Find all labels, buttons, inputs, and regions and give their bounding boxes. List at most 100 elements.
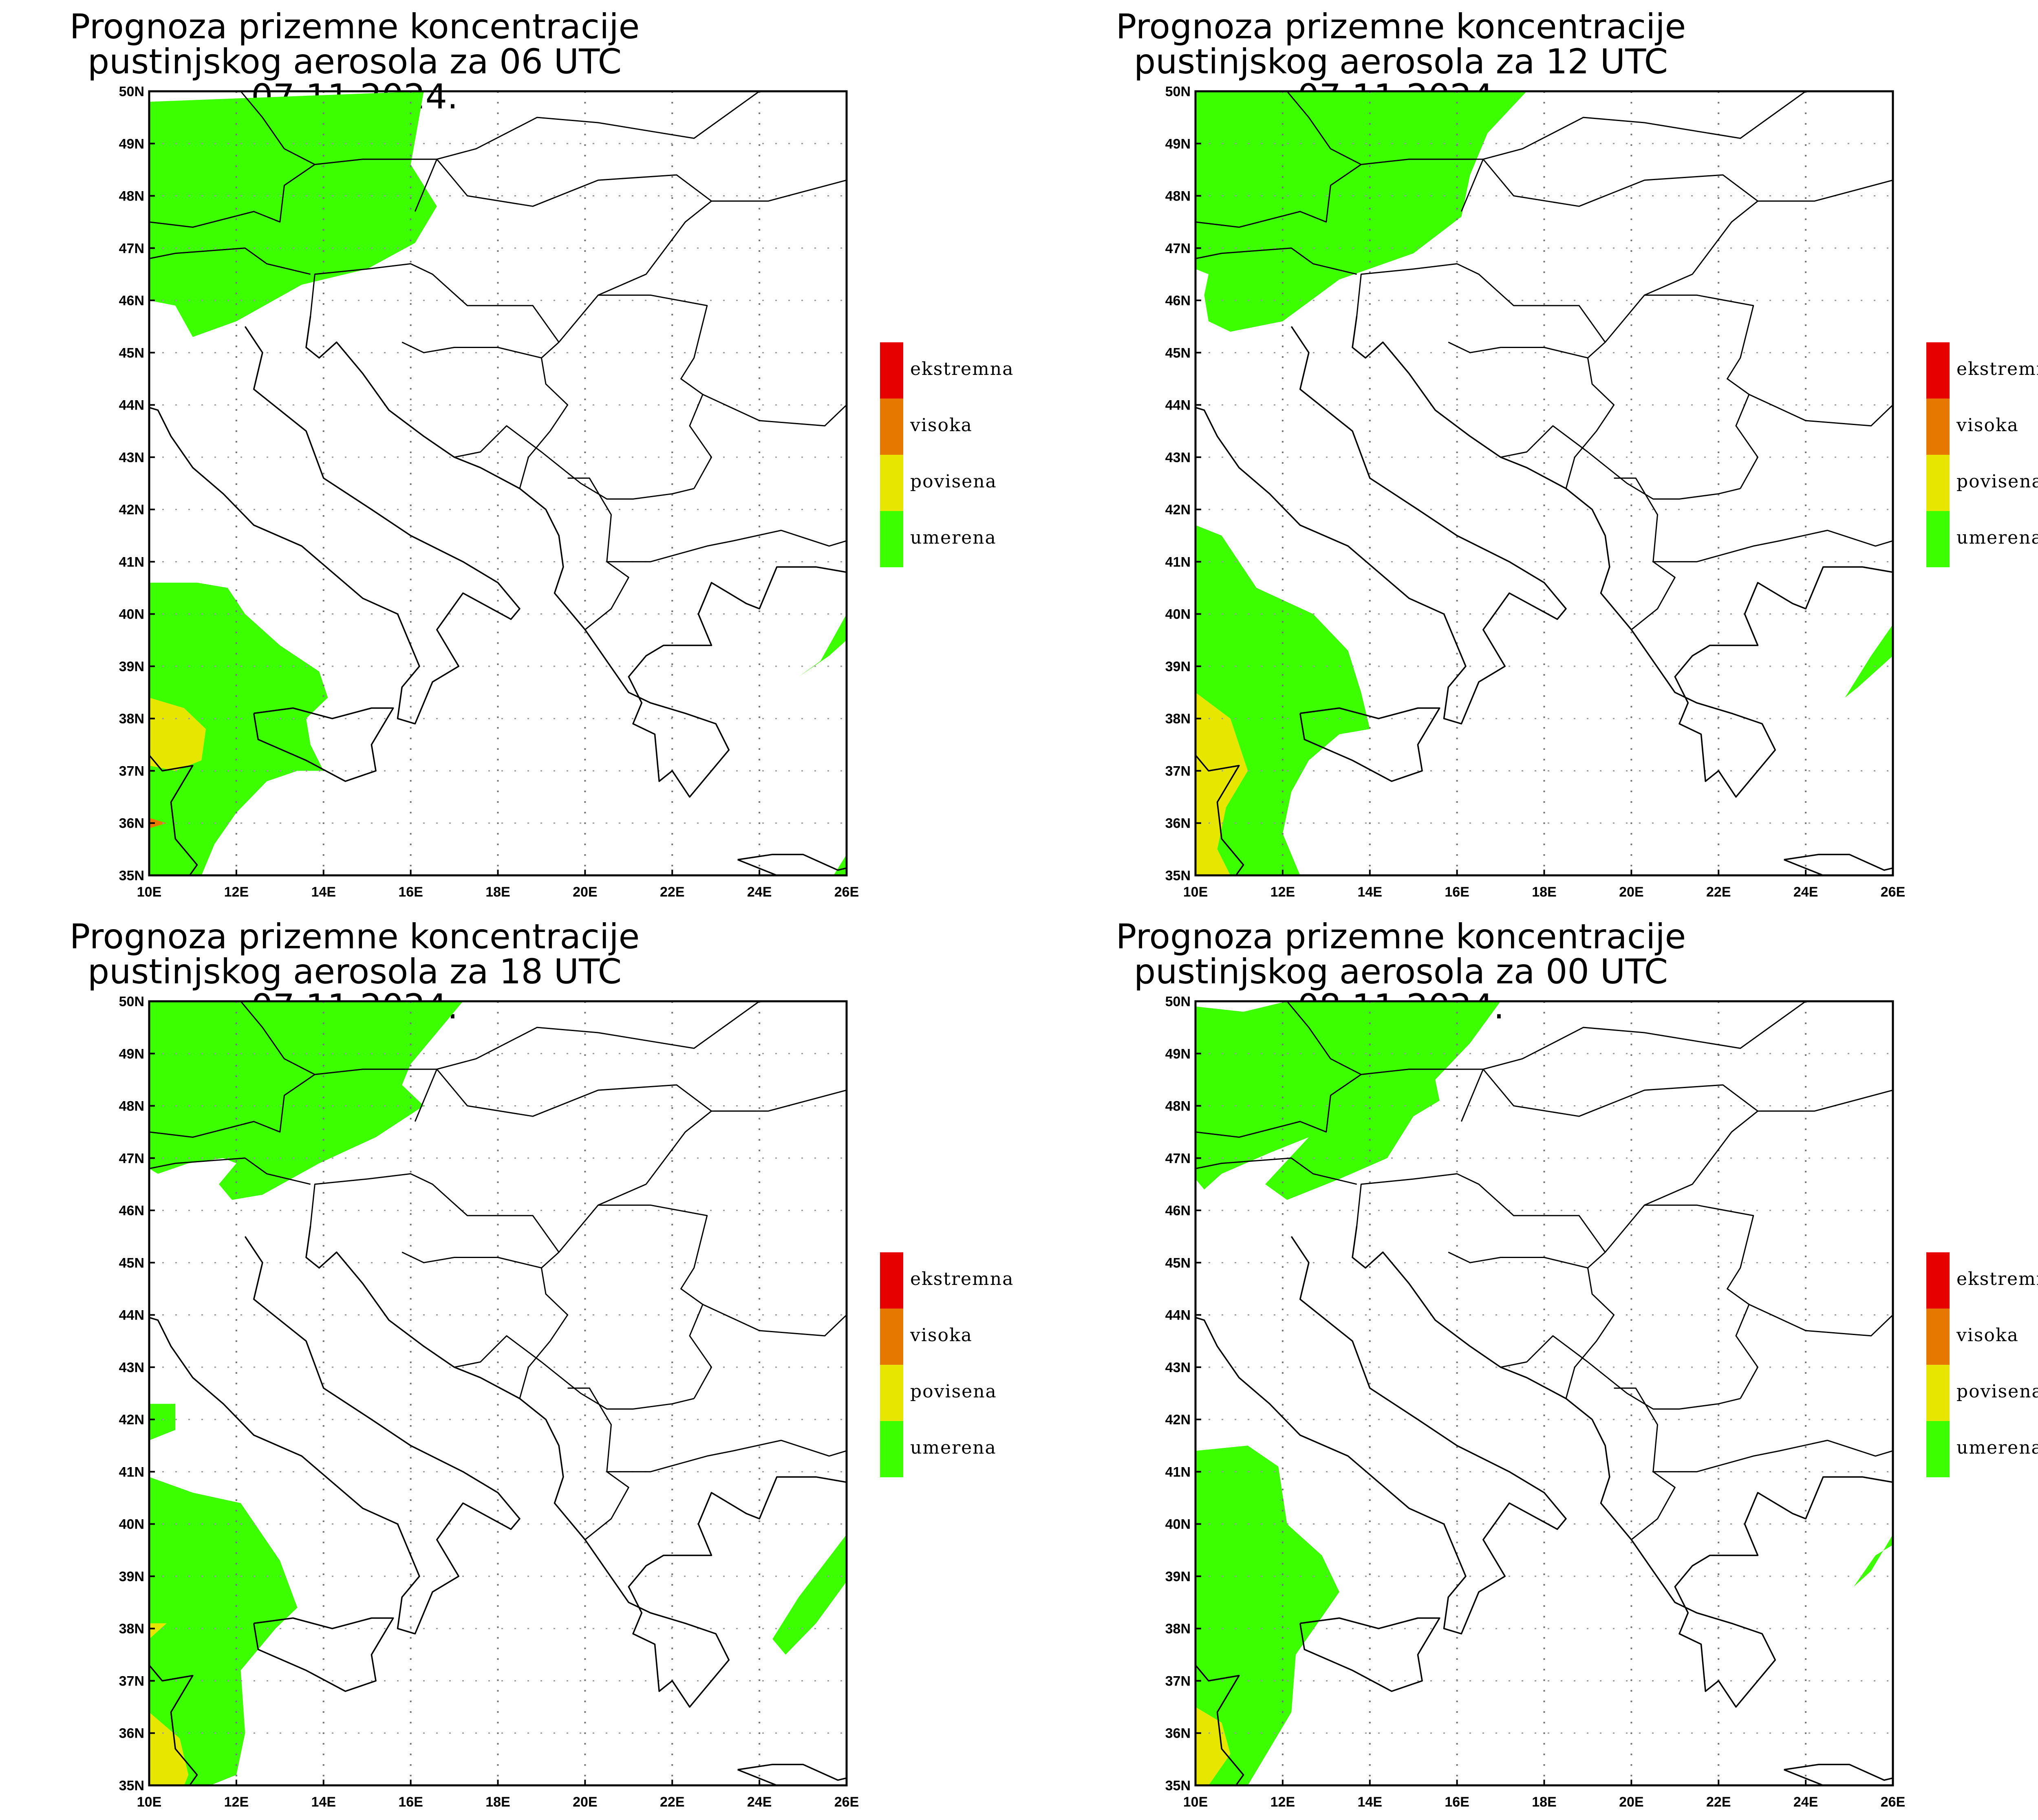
lat-tick-label: 35N xyxy=(1165,1778,1191,1794)
legend-item-umerena: umerena xyxy=(880,511,1092,567)
legend-item-umerena: umerena xyxy=(880,1421,1092,1477)
lat-tick-label: 43N xyxy=(1165,1360,1191,1375)
lat-tick-label: 42N xyxy=(119,502,144,518)
legend-swatch xyxy=(1926,455,1950,511)
title-line-1: Prognoza prizemne koncentracije xyxy=(69,917,640,956)
country-border xyxy=(1758,179,1893,202)
country-border xyxy=(558,294,712,489)
country-border xyxy=(454,425,542,458)
legend-swatch xyxy=(880,399,903,455)
lat-tick-label: 49N xyxy=(119,136,144,152)
coastline xyxy=(1784,1763,1893,1785)
legend-item-visoka: visoka xyxy=(880,399,1092,455)
country-border xyxy=(567,477,629,630)
legend-item-povisena: povisena xyxy=(1926,1365,2038,1421)
coastline xyxy=(149,1236,521,1635)
coastline xyxy=(305,1226,847,1708)
lat-tick-label: 39N xyxy=(1165,659,1191,674)
legend-swatch xyxy=(880,455,903,511)
aerosol-area-umerena xyxy=(1853,1534,1893,1587)
legend-swatch xyxy=(880,342,903,399)
country-border xyxy=(401,1252,542,1269)
lon-tick-label: 26E xyxy=(834,1794,859,1810)
country-border xyxy=(149,164,315,228)
lat-tick-label: 46N xyxy=(1165,293,1191,308)
legend-item-povisena: povisena xyxy=(880,1365,1092,1421)
lon-tick-label: 18E xyxy=(1532,884,1557,900)
aerosol-area-umerena xyxy=(1845,624,1893,698)
lat-tick-label: 48N xyxy=(119,189,144,204)
lat-tick-label: 37N xyxy=(119,1673,144,1689)
lat-tick-label: 49N xyxy=(1165,1046,1191,1062)
country-border xyxy=(1605,294,1758,489)
lat-tick-label: 40N xyxy=(1165,1517,1191,1532)
lon-tick-label: 14E xyxy=(311,1794,336,1810)
aerosol-area-umerena xyxy=(833,854,847,875)
plot-area xyxy=(149,1001,847,1785)
country-border xyxy=(1195,164,1362,228)
legend-label: povisena xyxy=(1956,1381,2038,1402)
legend-item-visoka: visoka xyxy=(1926,399,2038,455)
country-border xyxy=(284,91,760,165)
lon-tick-label: 26E xyxy=(1881,884,1906,900)
lat-tick-label: 39N xyxy=(1165,1569,1191,1584)
lat-tick-label: 40N xyxy=(1165,607,1191,622)
lon-tick-label: 18E xyxy=(485,1794,510,1810)
lon-tick-label: 14E xyxy=(1358,1794,1383,1810)
lat-tick-label: 43N xyxy=(1165,450,1191,465)
lon-tick-label: 16E xyxy=(1445,1794,1469,1810)
lat-tick-label: 45N xyxy=(119,345,144,361)
lat-tick-label: 37N xyxy=(1165,763,1191,779)
country-border xyxy=(1460,1069,1758,1206)
legend-swatch xyxy=(1926,1421,1950,1477)
country-border xyxy=(1653,529,1893,562)
lon-tick-label: 20E xyxy=(1619,884,1644,900)
coastline xyxy=(149,326,521,725)
lat-tick-label: 40N xyxy=(119,607,144,622)
lat-tick-label: 47N xyxy=(1165,1151,1191,1166)
lat-tick-label: 38N xyxy=(1165,1621,1191,1637)
country-border xyxy=(1195,1074,1362,1138)
lat-tick-label: 43N xyxy=(119,450,144,465)
lon-tick-label: 16E xyxy=(398,1794,423,1810)
lat-tick-label: 46N xyxy=(119,1203,144,1218)
lat-tick-label: 50N xyxy=(1165,84,1191,99)
coastline xyxy=(1299,707,1440,782)
aerosol-area-umerena xyxy=(149,1001,463,1200)
lon-tick-label: 24E xyxy=(747,1794,772,1810)
lat-tick-label: 50N xyxy=(1165,994,1191,1009)
forecast-panel-12utc: Prognoza prizemne koncentracije pustinjs… xyxy=(1046,0,2038,910)
coastline xyxy=(1195,754,1244,875)
title-line-2: pustinjskog aerosola za 06 UTC 07.11.202… xyxy=(87,42,622,114)
legend-swatch xyxy=(1926,1309,1950,1365)
legend-item-ekstremna: ekstremna xyxy=(880,342,1092,399)
lat-tick-label: 48N xyxy=(119,1099,144,1114)
lat-tick-label: 47N xyxy=(1165,241,1191,256)
lat-tick-label: 35N xyxy=(119,868,144,884)
country-border xyxy=(1749,394,1893,427)
lon-tick-label: 22E xyxy=(1706,1794,1731,1810)
lat-tick-label: 50N xyxy=(119,84,144,99)
aerosol-map: 10E 12E 14E 16E 18E 20E 22E 24E 26E 35N 36N 37N 38N 3… xyxy=(1165,994,1906,1810)
lon-tick-label: 24E xyxy=(747,884,772,900)
aerosol-area-umerena xyxy=(772,1534,847,1655)
aerosol-map: 10E 12E 14E 16E 18E 20E 22E 24E 26E 35N 36N 37N 38N 3… xyxy=(119,994,859,1810)
legend-label: povisena xyxy=(910,471,997,492)
aerosol-area-povisena xyxy=(149,697,206,771)
aerosol-area-umerena xyxy=(149,1404,298,1785)
panel-title: Prognoza prizemne koncentracije pustinjs… xyxy=(1046,919,1756,1024)
legend-swatch xyxy=(1926,1252,1950,1309)
lat-tick-label: 46N xyxy=(1165,1203,1191,1218)
country-border xyxy=(1749,1304,1893,1337)
coastline xyxy=(1195,1664,1244,1785)
lon-tick-label: 22E xyxy=(1706,884,1731,900)
aerosol-area-umerena xyxy=(1195,525,1370,875)
lon-tick-label: 10E xyxy=(137,1794,162,1810)
aerosol-area-visoka xyxy=(149,817,167,828)
aerosol-area-umerena xyxy=(149,582,328,875)
lat-tick-label: 42N xyxy=(1165,502,1191,518)
lat-tick-label: 36N xyxy=(119,1726,144,1741)
coastline xyxy=(149,1664,198,1785)
lat-tick-label: 49N xyxy=(119,1046,144,1062)
country-border xyxy=(149,1157,311,1185)
